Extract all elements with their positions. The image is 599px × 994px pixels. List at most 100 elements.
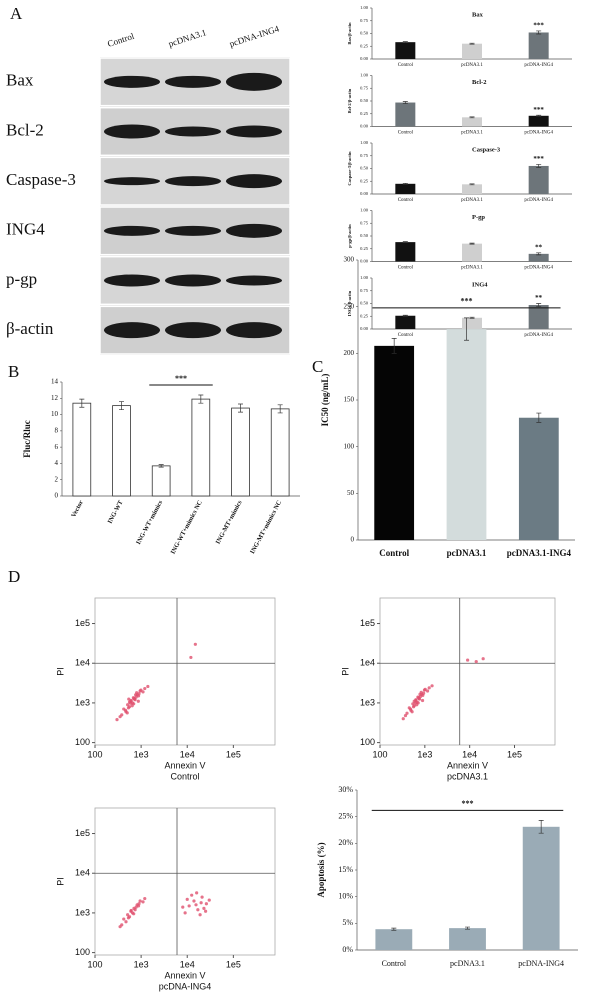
y-tick-label: 4 [55, 459, 59, 467]
bar [231, 407, 250, 497]
bar [528, 115, 549, 127]
error-bar [119, 401, 124, 411]
y-tick-label: 5% [342, 918, 353, 927]
y-tick-label: 0.25 [360, 178, 369, 183]
blot-band [165, 126, 221, 137]
lane-label: pcDNA-ING4 [228, 23, 281, 49]
error-bar [536, 412, 542, 423]
point [427, 686, 431, 690]
point [430, 684, 434, 688]
bar [462, 184, 482, 194]
bar [112, 405, 131, 497]
bar [518, 417, 559, 540]
error-bar [402, 41, 408, 44]
bar [395, 42, 416, 59]
point [203, 909, 208, 913]
point [128, 701, 133, 705]
y-tick-label: 20% [338, 838, 353, 847]
y-tick-label: 0.25 [360, 111, 369, 116]
y-tick-label: 1e5 [360, 618, 375, 628]
point [138, 899, 142, 903]
y-tick-label: 1e4 [75, 658, 90, 668]
y-axis-label: PI [55, 667, 65, 676]
blot-band [104, 124, 160, 139]
subtitle: pcDNA3.1 [447, 771, 488, 781]
plot-frame [94, 807, 276, 956]
x-tick-label: Control [379, 548, 409, 558]
y-tick-label: 12 [51, 394, 59, 402]
point [204, 902, 208, 906]
error-bar [402, 101, 408, 104]
blot-row-label: Caspase-3 [6, 170, 76, 189]
point [195, 891, 199, 895]
y-tick-label: 1e3 [75, 697, 90, 707]
panel-label: C [312, 357, 323, 376]
bar [449, 928, 486, 950]
blot-row-label: Bax [6, 71, 34, 90]
x-tick-label: pcDNA3.1 [461, 131, 483, 136]
x-tick-label: ING-MT+mimics NC [249, 499, 283, 555]
annotation: *** [175, 374, 187, 383]
y-tick-label: 1e3 [75, 907, 90, 917]
point [131, 696, 135, 700]
y-tick-label: 1.00 [360, 5, 369, 10]
blot-band [226, 125, 282, 138]
y-tick-label: 15% [338, 865, 353, 874]
point [139, 688, 143, 692]
y-tick-label: 1.00 [360, 208, 369, 213]
y-axis-label: Bax/β-actin [347, 22, 352, 45]
x-tick-label: Vector [70, 499, 85, 518]
point [134, 693, 138, 697]
x-tick-label: 1e5 [507, 749, 522, 759]
y-tick-label: 1e5 [75, 828, 90, 838]
bar [374, 345, 415, 540]
x-tick-label: pcDNA3.1 [450, 959, 485, 968]
point [141, 690, 145, 694]
y-tick-label: 25% [338, 811, 353, 820]
blot-band [104, 75, 160, 88]
point [123, 708, 128, 712]
point [141, 900, 145, 904]
annotation: *** [533, 155, 544, 163]
x-axis-label: Annexin V [447, 760, 488, 770]
point [207, 898, 211, 902]
point [126, 913, 130, 917]
x-tick-label: 1e5 [226, 749, 241, 759]
bar [462, 43, 482, 59]
point [466, 658, 470, 662]
y-tick-label: 1e5 [75, 618, 90, 628]
y-tick-label: 1.00 [360, 73, 369, 78]
blot-band [165, 176, 221, 187]
error-bar [538, 820, 544, 834]
annotation: ** [535, 243, 543, 251]
error-bar [391, 338, 397, 354]
x-axis-label: Annexin V [164, 970, 205, 980]
y-tick-label: 0.50 [360, 98, 369, 103]
point [125, 711, 129, 715]
point [126, 916, 131, 920]
x-tick-label: Control [398, 131, 414, 136]
error-bar [238, 403, 243, 413]
point [198, 913, 202, 917]
point [199, 901, 203, 905]
bar [528, 305, 549, 329]
point [194, 903, 198, 907]
point [423, 687, 427, 691]
x-tick-label: pcDNA-ING4 [524, 63, 553, 68]
y-tick-label: 30% [338, 785, 353, 794]
x-tick-label: ING-MT+mimics [215, 499, 244, 546]
point [401, 717, 405, 721]
annotation: *** [461, 297, 473, 306]
blot-band [165, 225, 221, 236]
y-tick-label: 100 [75, 737, 90, 747]
x-tick-label: pcDNA3.1 [461, 198, 483, 203]
y-axis-label: PI [55, 877, 65, 886]
point [200, 895, 204, 899]
x-tick-label: pcDNA3.1-ING4 [507, 548, 572, 558]
y-tick-label: 10% [338, 891, 353, 900]
bar [395, 242, 416, 262]
blot-row-label: β-actin [6, 319, 54, 338]
point [403, 713, 408, 718]
point [183, 911, 187, 915]
y-tick-label: 0.75 [360, 85, 369, 90]
